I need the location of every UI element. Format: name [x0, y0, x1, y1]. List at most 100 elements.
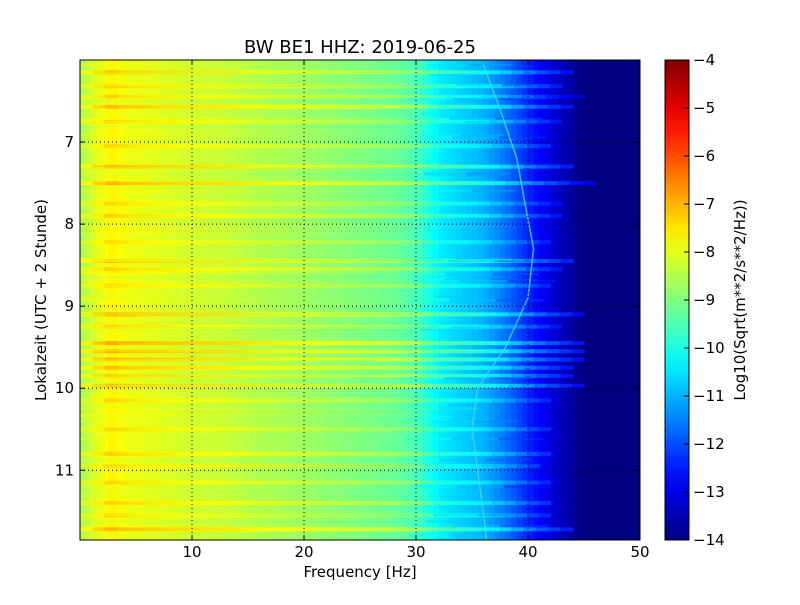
texture-strip [80, 520, 465, 523]
texture-strip [80, 63, 434, 66]
noise-band [80, 144, 551, 149]
heatmap-column [130, 60, 137, 540]
heatmap-column [326, 60, 333, 540]
noise-band [80, 501, 551, 506]
texture-strip [80, 484, 456, 487]
texture-strip [80, 125, 394, 128]
texture-strip [80, 218, 367, 221]
colorbar-ticks: −4 −5 −6 −7 −8 −9 −10 −11 −12 −13 −14 [684, 51, 725, 549]
texture-strip [80, 225, 408, 228]
texture-strip [80, 189, 516, 192]
texture-strip [80, 437, 546, 440]
texture-strip [80, 71, 426, 74]
noise-band [80, 104, 574, 109]
heatmap-column [404, 60, 411, 540]
texture-strip [80, 376, 536, 379]
texture-strip [80, 415, 453, 418]
heatmap-column [186, 60, 193, 540]
noise-band [80, 94, 585, 99]
texture-strip [80, 136, 547, 139]
heatmap-column [376, 60, 383, 540]
heatmap-column [567, 60, 574, 540]
texture-strip [80, 205, 367, 208]
y-tick-label: 10 [55, 379, 74, 397]
texture-strip [80, 494, 468, 497]
heatmap-column [113, 60, 120, 540]
heatmap-column [623, 60, 630, 540]
texture-strip [80, 492, 382, 495]
heatmap-column [388, 60, 395, 540]
y-tick-label: 7 [64, 133, 74, 151]
noise-band [80, 357, 585, 362]
heatmap-column [102, 60, 109, 540]
heatmap-column [432, 60, 439, 540]
texture-strip [80, 407, 480, 410]
x-axis: 10 20 30 40 50 [182, 60, 650, 561]
heatmap-column [236, 60, 243, 540]
heatmap-column [304, 60, 311, 540]
texture-strip [80, 97, 538, 100]
heatmap-column [444, 60, 451, 540]
texture-strip [80, 99, 375, 102]
heatmap-column [91, 60, 98, 540]
texture-strip [80, 112, 457, 115]
heatmap-column [550, 60, 557, 540]
heatmap-column [80, 60, 87, 540]
y-tick-label: 11 [55, 461, 74, 479]
x-axis-label: Frequency [Hz] [303, 563, 416, 581]
heatmap-column [500, 60, 507, 540]
heatmap-column [600, 60, 607, 540]
texture-strip [80, 257, 498, 260]
texture-strip [80, 430, 432, 433]
noise-band [80, 527, 574, 532]
heatmap-column [337, 60, 344, 540]
noise-band [80, 513, 551, 518]
drifting-line [471, 63, 535, 540]
heatmap-column [416, 60, 423, 540]
noise-band [80, 373, 574, 378]
heatmap-column [169, 60, 176, 540]
texture-strip [80, 359, 379, 362]
heatmap-column [572, 60, 579, 540]
heatmap-column [393, 60, 400, 540]
texture-strip [80, 313, 425, 316]
texture-strip [80, 384, 395, 387]
heatmap-column [466, 60, 473, 540]
x-tick-label: 10 [182, 543, 201, 561]
texture-strip [80, 84, 435, 87]
heatmap-column [292, 60, 299, 540]
noise-band [80, 267, 563, 272]
texture-strip [80, 134, 504, 137]
colorbar-tick-label: −7 [693, 195, 715, 213]
noise-band [80, 427, 551, 432]
heatmap-column [505, 60, 512, 540]
noise-band [80, 341, 585, 346]
texture-strip [80, 276, 450, 279]
texture-strip [80, 458, 531, 461]
heatmap-column [612, 60, 619, 540]
noise-band [80, 480, 551, 485]
noise-band [80, 398, 551, 403]
texture-strip [80, 260, 541, 263]
grid-lines [80, 60, 640, 540]
texture-strip [80, 518, 427, 521]
heatmap-column [544, 60, 551, 540]
plot-frame [79, 59, 641, 541]
texture-strip [80, 413, 415, 416]
texture-strip [80, 163, 440, 166]
noise-band [80, 324, 563, 329]
spectrogram-heatmap [80, 60, 640, 540]
heatmap-column [141, 60, 148, 540]
texture-strip [80, 418, 490, 421]
heatmap-column [472, 60, 479, 540]
texture-strip [80, 285, 386, 288]
noise-band [80, 365, 574, 370]
texture-strip [80, 297, 450, 300]
heatmap-column [281, 60, 288, 540]
y-axis-label: Lokalzeit (UTC + 2 Stunde) [32, 199, 50, 401]
heatmap-column [203, 60, 210, 540]
texture-strip [80, 98, 548, 101]
heatmap-column [421, 60, 428, 540]
